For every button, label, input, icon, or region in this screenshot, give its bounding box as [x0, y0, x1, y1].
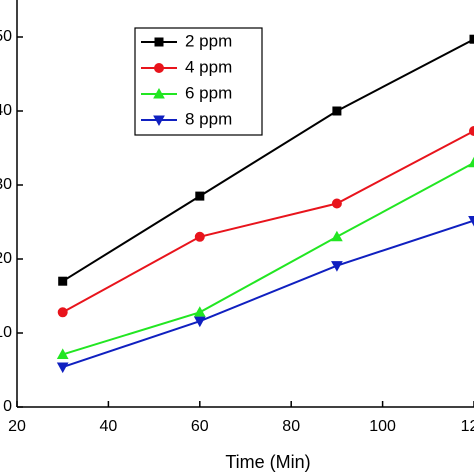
- data-point: [468, 216, 474, 227]
- data-point: [469, 125, 474, 136]
- x-tick-label: 20: [8, 418, 26, 435]
- y-tick-label: 50: [0, 28, 12, 45]
- data-point: [332, 106, 342, 116]
- data-point: [195, 191, 205, 201]
- data-point: [468, 156, 474, 168]
- data-point: [469, 34, 474, 44]
- data-point: [194, 231, 205, 242]
- x-tick-label: 100: [369, 418, 396, 435]
- series-line: [62, 219, 474, 368]
- x-tick-label: 120: [461, 418, 474, 435]
- series-line: [62, 38, 474, 283]
- series-line: [62, 130, 474, 314]
- legend-label: 4 ppm: [185, 57, 232, 76]
- x-tick-label: 60: [191, 418, 209, 435]
- data-point: [56, 362, 69, 374]
- x-tick-label: 80: [282, 418, 300, 435]
- y-tick-label: 20: [0, 250, 12, 267]
- data-point: [57, 307, 68, 318]
- data-point: [193, 306, 206, 317]
- legend-label: 2 ppm: [185, 31, 232, 50]
- legend-label: 6 ppm: [185, 83, 232, 102]
- y-tick-label: 10: [0, 324, 12, 341]
- x-axis-label: Time (Min): [225, 452, 310, 472]
- legend-marker: [154, 63, 164, 73]
- legend-marker: [154, 37, 164, 47]
- x-tick-label: 40: [100, 418, 118, 435]
- legend-label: 8 ppm: [185, 109, 232, 128]
- y-tick-label: 30: [0, 176, 12, 193]
- data-point: [331, 230, 343, 242]
- data-point: [56, 348, 69, 359]
- y-tick-label: 40: [0, 102, 12, 119]
- data-point: [331, 198, 342, 209]
- data-point: [58, 276, 68, 286]
- legend-marker: [153, 115, 165, 127]
- data-point: [193, 316, 206, 328]
- legend-marker: [153, 87, 165, 99]
- y-tick-label: 0: [3, 398, 12, 415]
- series-line: [62, 161, 474, 356]
- data-point: [331, 261, 343, 272]
